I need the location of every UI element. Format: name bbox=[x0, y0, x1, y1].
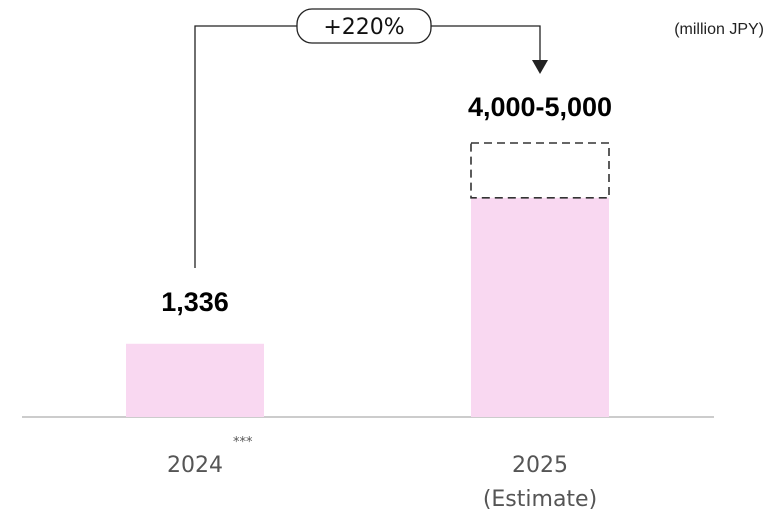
bar-2024 bbox=[126, 343, 264, 417]
tick-footnote-2024: *** bbox=[233, 435, 253, 450]
arrow-down-icon bbox=[532, 60, 548, 74]
growth-text: +220% bbox=[323, 15, 404, 40]
range-box-2025 bbox=[470, 142, 610, 199]
growth-badge bbox=[296, 8, 432, 44]
tick-label-2024: 2024 bbox=[167, 453, 223, 478]
bar-2025 bbox=[471, 197, 609, 417]
value-label-2025: 4,000-5,000 bbox=[468, 92, 612, 122]
value-label-2024: 1,336 bbox=[161, 287, 229, 317]
tick-sublabel-2025: (Estimate) bbox=[483, 487, 597, 512]
unit-label: (million JPY) bbox=[674, 21, 764, 38]
tick-label-2025: 2025 bbox=[512, 453, 568, 478]
